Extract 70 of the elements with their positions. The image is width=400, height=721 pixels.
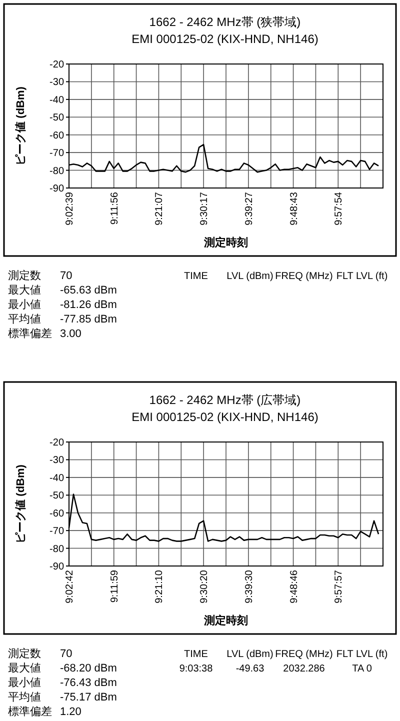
y-tick-label: -30 xyxy=(50,77,64,88)
y-tick-label: -90 xyxy=(50,184,64,194)
chart-title: 1662 - 2462 MHz帯 (広帯域) xyxy=(149,393,301,407)
text: 最大値 xyxy=(8,662,41,674)
text: TA 0 xyxy=(352,664,372,674)
y-axis-title: ピーク値 (dBm) xyxy=(14,86,27,166)
text: 9:03:38 xyxy=(179,664,214,674)
x-tick-label: 9:21:07 xyxy=(154,192,166,226)
text: 3.00 xyxy=(60,328,82,340)
y-tick-label: -60 xyxy=(50,130,64,142)
x-tick-label: 9:39:27 xyxy=(244,192,255,226)
text: 測定数 xyxy=(8,647,41,660)
y-tick-label: -50 xyxy=(50,490,64,502)
text: -49.63 xyxy=(236,664,265,674)
x-tick-label: 9:02:42 xyxy=(64,570,76,604)
text: -75.17 dBm xyxy=(60,692,117,704)
text: 2032.286 xyxy=(283,664,326,674)
text: 最大値 xyxy=(8,284,41,296)
text: TIME xyxy=(184,649,208,660)
chart-subtitle: EMI 000125-02 (KIX-HND, NH146) xyxy=(132,32,318,46)
text: 最小値 xyxy=(8,676,41,689)
text: 70 xyxy=(60,270,72,282)
x-axis-title: 測定時刻 xyxy=(203,614,248,627)
x-tick-label: 9:57:57 xyxy=(334,570,345,604)
y-tick-label: -70 xyxy=(50,148,64,160)
y-tick-label: -60 xyxy=(50,508,64,520)
text: TIME xyxy=(184,271,208,282)
text: LVL (dBm) xyxy=(226,271,274,282)
y-tick-label: -20 xyxy=(50,438,64,448)
chart-title: 1662 - 2462 MHz帯 (狭帯域) xyxy=(149,15,301,29)
text: 最小値 xyxy=(8,298,41,311)
y-tick-label: -30 xyxy=(50,455,64,466)
y-axis-title: ピーク値 (dBm) xyxy=(14,464,27,544)
y-tick-label: -20 xyxy=(50,60,64,70)
text: FLT LVL (ft) xyxy=(336,649,388,660)
text: -81.26 dBm xyxy=(60,299,117,311)
y-tick-label: -40 xyxy=(50,472,64,484)
text: -77.85 dBm xyxy=(60,314,117,326)
y-tick-label: -40 xyxy=(50,94,64,106)
x-tick-label: 9:39:30 xyxy=(244,570,255,604)
x-tick-label: 9:48:43 xyxy=(288,192,300,226)
text: FREQ (MHz) xyxy=(275,271,333,282)
y-tick-label: -50 xyxy=(50,112,64,124)
text: 標準偏差 xyxy=(8,706,52,718)
text: 1.20 xyxy=(60,706,82,718)
text: 測定数 xyxy=(8,269,41,282)
x-tick-label: 9:11:56 xyxy=(109,192,120,225)
x-axis-title: 測定時刻 xyxy=(203,236,248,249)
x-tick-label: 9:11:59 xyxy=(109,570,120,603)
text: 平均値 xyxy=(8,692,41,704)
x-tick-label: 9:21:10 xyxy=(154,570,166,604)
chart-subtitle: EMI 000125-02 (KIX-HND, NH146) xyxy=(132,410,318,424)
text: 標準偏差 xyxy=(8,328,52,340)
x-tick-label: 9:48:46 xyxy=(288,570,300,604)
x-tick-label: 9:57:54 xyxy=(334,192,345,226)
text: 70 xyxy=(60,648,72,660)
y-tick-label: -90 xyxy=(50,562,64,572)
text: -68.20 dBm xyxy=(60,662,117,674)
text: -65.63 dBm xyxy=(60,284,117,296)
x-tick-label: 9:02:39 xyxy=(64,192,76,226)
x-tick-label: 9:30:17 xyxy=(199,192,210,226)
text: LVL (dBm) xyxy=(226,649,274,660)
x-tick-label: 9:30:20 xyxy=(199,570,210,604)
text: -76.43 dBm xyxy=(60,677,117,689)
text: FREQ (MHz) xyxy=(275,649,333,660)
y-tick-label: -80 xyxy=(50,166,64,177)
text: 平均値 xyxy=(8,314,41,326)
y-tick-label: -80 xyxy=(50,544,64,555)
y-tick-label: -70 xyxy=(50,526,64,538)
text: FLT LVL (ft) xyxy=(336,271,388,282)
